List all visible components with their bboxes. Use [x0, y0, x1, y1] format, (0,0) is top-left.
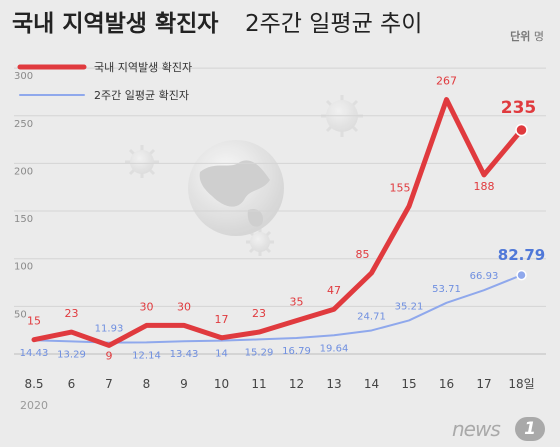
data-label-2week-average: 13.43: [170, 349, 199, 360]
gridlines: [14, 67, 546, 355]
x-tick-label: 9: [180, 377, 188, 391]
data-label-local-cases: 23: [252, 307, 266, 320]
legend: 국내 지역발생 확진자 2주간 일평균 확진자: [17, 61, 192, 102]
y-tick-label: 200: [14, 166, 33, 177]
legend-label-local-cases: 국내 지역발생 확진자: [94, 61, 192, 74]
x-tick-label: 11: [251, 377, 266, 391]
data-label-2week-average: 11.93: [95, 324, 124, 335]
unit-value: 명: [533, 30, 544, 43]
x-tick-label: 12: [289, 377, 304, 391]
data-label-local-cases: 35: [290, 296, 304, 309]
data-point-local-cases-latest: [515, 123, 528, 137]
y-tick-label: 150: [14, 214, 33, 225]
legend-label-2week-average: 2주간 일평균 확진자: [94, 88, 189, 102]
virus-icon: [125, 145, 159, 178]
series: 15 23 9 30 30 17 23 35 47 85 155 267 188 235 14.43 13.2…: [20, 75, 546, 363]
chart-subtitle: 2주간 일평균 추이: [245, 11, 423, 37]
data-label-2week-average: 16.79: [282, 346, 311, 357]
virus-icon: [246, 228, 274, 256]
data-label-2week-average: 14.43: [20, 348, 49, 359]
data-label-local-cases: 235: [501, 98, 537, 118]
data-label-2week-average: 66.93: [470, 271, 499, 282]
data-label-2week-average: 15.29: [245, 347, 274, 358]
series-line-local-cases: [31, 97, 524, 348]
x-tick-label: 14: [364, 377, 379, 391]
y-tick-label: 100: [14, 262, 33, 273]
x-tick-label: 7: [105, 377, 113, 391]
x-axis-year-label: 2020: [20, 399, 48, 412]
globe-icon: [188, 140, 284, 236]
data-label-local-cases: 30: [177, 300, 191, 313]
data-label-2week-average: 14: [215, 349, 228, 360]
data-label-local-cases: 30: [140, 300, 154, 313]
x-tick-label: 8: [143, 377, 151, 391]
unit-label: 단위: [510, 30, 531, 43]
data-point-2week-average-latest: [516, 269, 527, 281]
x-tick-label: 17: [476, 377, 491, 391]
data-label-local-cases: 85: [356, 248, 370, 261]
data-label-2week-average: 12.14: [132, 350, 161, 361]
data-label-local-cases: 15: [27, 315, 41, 328]
data-label-local-cases: 267: [436, 75, 457, 88]
data-label-2week-average: 82.79: [498, 246, 545, 264]
x-tick-label: 18일: [508, 377, 534, 391]
data-label-local-cases: 9: [106, 349, 113, 362]
y-axis-ticks: 50 100 150 200 250 300: [14, 71, 33, 320]
data-label-2week-average: 53.71: [432, 284, 461, 295]
data-label-local-cases: 17: [215, 313, 229, 326]
y-tick-label: 50: [14, 309, 27, 320]
data-label-local-cases: 155: [390, 181, 411, 194]
x-axis-ticks: 8.5 6 7 8 9 10 11 12 13 14 15 16 17 18일 2020: [20, 377, 535, 412]
data-label-local-cases: 23: [65, 307, 79, 320]
data-label-2week-average: 13.29: [57, 349, 86, 360]
y-tick-label: 300: [14, 71, 33, 82]
chart-title: 국내 지역발생 확진자: [12, 11, 219, 37]
x-tick-label: 10: [214, 377, 229, 391]
x-tick-label: 13: [326, 377, 341, 391]
x-tick-label: 6: [68, 377, 76, 391]
data-label-2week-average: 19.64: [320, 343, 349, 354]
data-label-2week-average: 24.71: [357, 311, 386, 322]
data-label-2week-average: 35.21: [395, 301, 424, 312]
background-globe-virus-illustration: [125, 95, 363, 256]
news1-logo-badge: 1: [515, 417, 545, 441]
data-label-local-cases: 188: [474, 180, 495, 193]
news1-logo-word: news: [452, 417, 501, 441]
x-tick-label: 8.5: [24, 377, 43, 391]
unit-note: 단위 명: [510, 28, 544, 44]
y-tick-label: 250: [14, 119, 33, 130]
x-tick-label: 16: [439, 377, 454, 391]
x-tick-label: 15: [401, 377, 416, 391]
data-label-local-cases: 47: [327, 284, 341, 297]
